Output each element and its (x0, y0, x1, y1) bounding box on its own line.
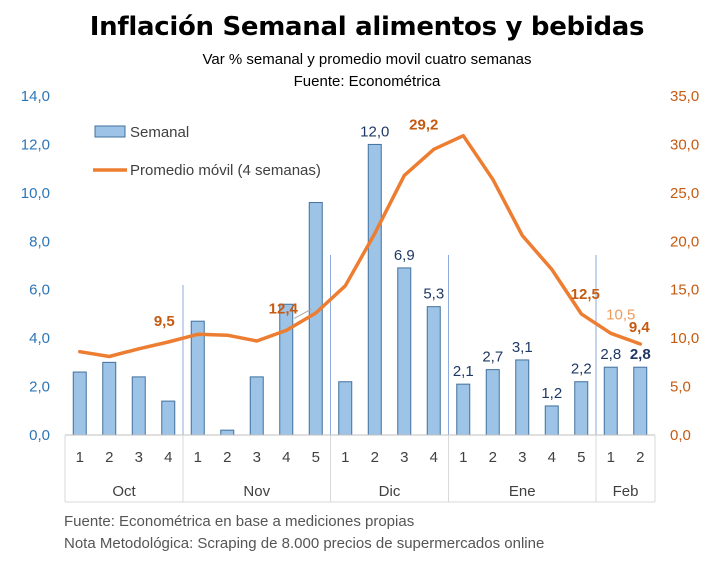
y-left-tick-label: 4,0 (29, 330, 50, 347)
legend-label-bar: Semanal (130, 124, 189, 141)
bar-data-label: 12,0 (360, 123, 389, 140)
legend: Semanal Promedio móvil (4 semanas) (93, 124, 321, 179)
bar (102, 361, 117, 436)
y-left-tick-label: 0,0 (29, 427, 50, 444)
y-left-tick-label: 2,0 (29, 379, 50, 396)
y-right-tick-label: 25,0 (670, 185, 699, 202)
x-tick-label: 4 (548, 449, 556, 466)
bar (161, 400, 176, 436)
x-tick-label: 2 (223, 449, 231, 466)
bar-data-label: 2,8 (630, 346, 651, 363)
x-tick-label: 4 (164, 449, 172, 466)
y-left-tick-label: 6,0 (29, 282, 50, 299)
data-labels: 12,0 6,9 5,3 2,1 2,7 3,1 1,2 2,2 2,8 2,8 9,5 12,4 29… (154, 116, 651, 402)
bar-data-label: 1,2 (541, 385, 562, 402)
x-tick-label: 2 (489, 449, 497, 466)
bar (456, 383, 471, 436)
x-tick-label: 4 (430, 449, 438, 466)
x-tick-label: 1 (607, 449, 615, 466)
x-group-label: Ene (509, 483, 536, 500)
x-tick-label: 3 (253, 449, 261, 466)
line-data-label: 12,4 (269, 300, 299, 317)
axes: 1 2 3 4 1 2 3 4 5 1 2 3 4 1 2 3 4 5 1 2 Oct Nov Dic Ene Feb 0,0 2,… (21, 88, 699, 503)
x-tick-label: 1 (341, 449, 349, 466)
bar-data-label: 2,1 (453, 363, 474, 380)
x-tick-label: 2 (636, 449, 644, 466)
x-tick-label: 3 (400, 449, 408, 466)
x-tick-label: 3 (518, 449, 526, 466)
y-left-tick-label: 12,0 (21, 136, 50, 153)
bar (515, 359, 530, 436)
legend-label-line: Promedio móvil (4 semanas) (130, 162, 321, 179)
y-right-tick-label: 10,0 (670, 330, 699, 347)
bar (131, 376, 146, 436)
y-right-tick-label: 20,0 (670, 233, 699, 250)
line-data-label: 29,2 (409, 116, 438, 133)
x-group-label: Dic (379, 483, 401, 500)
x-group-label: Oct (112, 483, 136, 500)
bar-data-label: 2,8 (600, 346, 621, 363)
month-separators (182, 255, 597, 435)
x-tick-label: 3 (135, 449, 143, 466)
bar (603, 366, 618, 436)
bar (72, 371, 87, 436)
y-right-tick-label: 5,0 (670, 379, 691, 396)
bar-data-label: 2,2 (571, 361, 592, 378)
bar (574, 381, 589, 436)
line-data-label: 9,4 (629, 319, 651, 336)
y-right-tick-label: 0,0 (670, 427, 691, 444)
bar (249, 376, 264, 436)
chart-source: Fuente: Econométrica (293, 73, 441, 90)
y-left-tick-label: 14,0 (21, 88, 50, 105)
bar (367, 143, 382, 436)
chart-subtitle: Var % semanal y promedio movil cuatro se… (202, 51, 532, 68)
bar (633, 366, 648, 436)
chart-title: Inflación Semanal alimentos y bebidas (89, 12, 645, 42)
bar (397, 267, 412, 436)
y-right-tick-label: 15,0 (670, 282, 699, 299)
bar (338, 381, 353, 436)
legend-swatch-bar (94, 125, 126, 138)
bar (485, 369, 500, 436)
line-data-label: 9,5 (154, 313, 175, 330)
x-tick-label: 5 (577, 449, 585, 466)
x-tick-label: 1 (459, 449, 467, 466)
y-right-tick-label: 30,0 (670, 136, 699, 153)
line-series (78, 133, 643, 359)
x-tick-label: 4 (282, 449, 290, 466)
bar-series (72, 143, 648, 436)
footnote-methodology: Nota Metodológica: Scraping de 8.000 pre… (64, 535, 545, 552)
x-group-label: Nov (243, 483, 270, 500)
y-left-tick-label: 8,0 (29, 233, 50, 250)
x-tick-label: 1 (194, 449, 202, 466)
y-left-tick-label: 10,0 (21, 185, 50, 202)
x-group-label: Feb (613, 483, 639, 500)
bar (279, 303, 294, 436)
bar (544, 405, 559, 436)
line-path (78, 133, 643, 359)
line-data-label: 12,5 (571, 286, 600, 303)
footnote-source: Fuente: Econométrica en base a medicione… (64, 513, 415, 530)
bar (308, 202, 323, 436)
bar (220, 429, 235, 436)
line-data-label: 10,5 (606, 306, 635, 323)
x-tick-label: 1 (76, 449, 84, 466)
bar (190, 320, 205, 436)
bar-data-label: 3,1 (512, 339, 533, 356)
x-tick-label: 2 (371, 449, 379, 466)
bar-data-label: 5,3 (423, 286, 444, 303)
bar (426, 306, 441, 436)
bar-data-label: 6,9 (394, 247, 415, 264)
x-tick-label: 2 (105, 449, 113, 466)
bar-data-label: 2,7 (482, 349, 503, 366)
x-tick-label: 5 (312, 449, 320, 466)
label-leader-line (294, 308, 312, 319)
y-right-tick-label: 35,0 (670, 88, 699, 105)
